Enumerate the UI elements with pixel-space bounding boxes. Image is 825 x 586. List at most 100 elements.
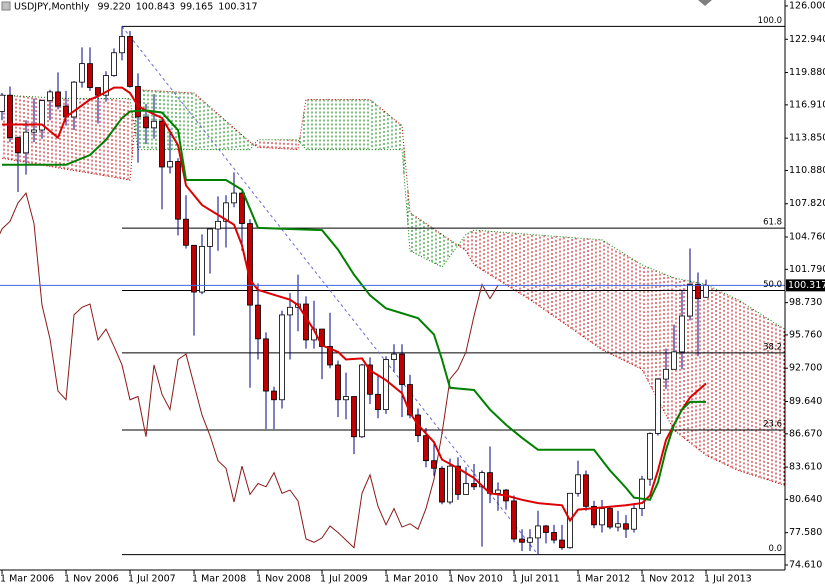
candle-body bbox=[271, 390, 277, 401]
candle-body bbox=[487, 472, 493, 494]
cloud-hatch bbox=[475, 230, 529, 299]
y-tick-label: 104.760 bbox=[789, 232, 825, 243]
candle-body bbox=[79, 63, 85, 83]
candle-body bbox=[615, 523, 621, 528]
candle-body bbox=[239, 192, 245, 224]
cloud-hatch bbox=[603, 241, 641, 369]
ohlc-label: 99.165 bbox=[180, 2, 213, 13]
candle-body bbox=[527, 537, 533, 543]
shift-marker bbox=[698, 0, 712, 6]
candle-body bbox=[343, 396, 349, 401]
candle-body bbox=[191, 244, 197, 293]
cloud-hatch bbox=[443, 235, 465, 265]
candle-body bbox=[575, 474, 581, 494]
plot-area bbox=[0, 25, 785, 556]
indicator-line bbox=[2, 86, 707, 523]
cloud-hatch bbox=[403, 147, 409, 226]
cloud-hatch bbox=[299, 112, 305, 148]
candle-body bbox=[359, 364, 365, 438]
candle-body bbox=[15, 137, 21, 154]
cloud-hatch bbox=[371, 101, 401, 150]
fib-label: 38.2 bbox=[763, 342, 782, 352]
price-label-box bbox=[786, 279, 825, 292]
candle-body bbox=[551, 532, 557, 541]
fib-label: 50.0 bbox=[763, 280, 782, 290]
candle-body bbox=[127, 36, 133, 87]
candle-body bbox=[439, 467, 445, 503]
x-tick-label: 1 Mar 2006 bbox=[0, 574, 54, 585]
candle-body bbox=[471, 483, 477, 488]
x-tick-label: 1 Mar 2012 bbox=[576, 574, 630, 585]
candle-body bbox=[511, 500, 517, 540]
candle-body bbox=[647, 433, 653, 480]
ohlc-label: 100.843 bbox=[136, 2, 175, 13]
y-tick-label: 122.940 bbox=[789, 34, 825, 45]
cloud-hatch bbox=[739, 300, 785, 486]
candle-body bbox=[399, 353, 405, 385]
candle-body bbox=[287, 306, 293, 316]
cloud-hatch bbox=[251, 142, 257, 148]
candle-body bbox=[631, 508, 637, 530]
candle-body bbox=[39, 100, 45, 131]
candle-body bbox=[327, 346, 333, 366]
candle-body bbox=[231, 192, 237, 204]
senkou-span-b bbox=[1, 94, 785, 331]
y-tick-label: 110.880 bbox=[789, 165, 825, 176]
candle-body bbox=[623, 523, 629, 530]
x-tick-label: 1 Mar 2008 bbox=[192, 574, 246, 585]
candle-body bbox=[55, 91, 61, 107]
candle-body bbox=[463, 483, 469, 495]
cloud-hatch bbox=[195, 94, 249, 150]
candle-body bbox=[495, 489, 501, 494]
candle-body bbox=[279, 314, 285, 401]
candle-body bbox=[583, 474, 589, 507]
cloud-hatch bbox=[411, 214, 441, 267]
candle-body bbox=[199, 245, 205, 293]
candle-body bbox=[663, 368, 669, 380]
candle-body bbox=[375, 393, 381, 410]
y-tick-label: 83.610 bbox=[789, 462, 822, 473]
candle-body bbox=[391, 353, 397, 360]
candle-body bbox=[679, 315, 685, 353]
y-tick-label: 95.760 bbox=[789, 329, 822, 340]
candle-body bbox=[111, 52, 117, 77]
candle-body bbox=[159, 120, 165, 168]
candle-body bbox=[7, 94, 13, 139]
candle-body bbox=[87, 63, 93, 88]
y-tick-label: 74.610 bbox=[789, 559, 822, 570]
y-tick-label: 119.880 bbox=[789, 67, 825, 78]
candle-body bbox=[71, 81, 77, 118]
candle-body bbox=[255, 304, 261, 340]
candle-body bbox=[431, 460, 437, 469]
y-tick-label: 86.670 bbox=[789, 428, 822, 439]
fib-label: 61.8 bbox=[763, 218, 782, 228]
ohlc-label: 99.220 bbox=[97, 2, 130, 13]
candle-body bbox=[103, 75, 109, 96]
candle-body bbox=[383, 359, 389, 410]
x-tick-label: 1 Nov 2012 bbox=[640, 574, 695, 585]
candle-body bbox=[535, 525, 541, 539]
candle-body bbox=[175, 161, 181, 220]
x-tick-label: 1 Jul 2009 bbox=[320, 574, 368, 585]
candle-body bbox=[215, 220, 221, 230]
y-tick-label: 92.700 bbox=[789, 363, 822, 374]
candle-body bbox=[95, 87, 101, 96]
price-label: 100.317 bbox=[788, 280, 825, 291]
candle-body bbox=[599, 508, 605, 526]
y-tick-label: 116.910 bbox=[789, 99, 825, 110]
symbol-icon bbox=[1, 1, 11, 11]
cloud-hatch bbox=[467, 231, 473, 262]
candle-body bbox=[119, 36, 125, 54]
candle-body bbox=[207, 228, 213, 247]
candle-body bbox=[543, 525, 549, 533]
candle-body bbox=[519, 538, 525, 543]
candle-body bbox=[151, 120, 157, 129]
x-tick-label: 1 Nov 2008 bbox=[256, 574, 311, 585]
y-tick-label: 107.820 bbox=[789, 198, 825, 209]
candle-body bbox=[703, 284, 709, 298]
y-tick-label: 77.580 bbox=[789, 527, 822, 538]
x-tick-label: 1 Jul 2007 bbox=[128, 574, 176, 585]
cloud-hatch bbox=[67, 98, 129, 180]
candle-body bbox=[559, 539, 565, 549]
